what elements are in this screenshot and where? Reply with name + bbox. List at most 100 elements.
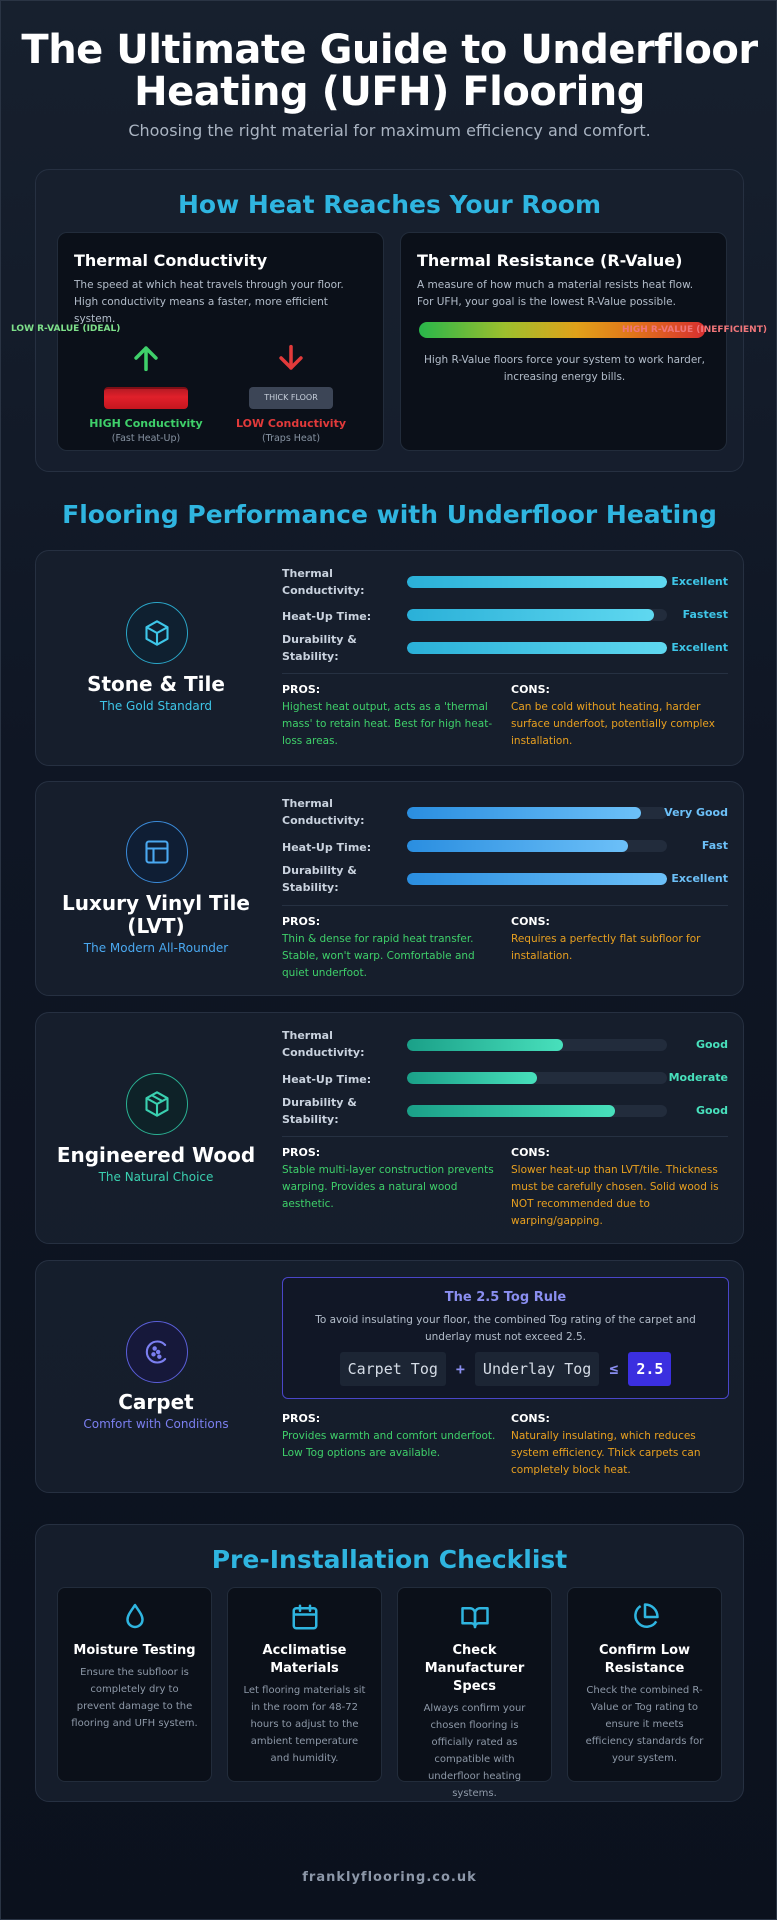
less-equal-sign: ≤ [609,1360,619,1378]
hero-header: The Ultimate Guide to Underfloor Heating… [1,29,777,140]
tog-limit-value: 2.5 [628,1352,672,1386]
high-conductivity-label: HIGH Conductivity [89,417,203,430]
bar-conductivity [407,576,667,588]
bar-fill [407,1072,537,1084]
pros-text: Thin & dense for rapid heat transfer. St… [282,933,475,979]
conductivity-title: Thermal Conductivity [74,251,268,270]
cons-label: CONS: [511,683,550,696]
bar-fill [407,807,641,819]
tog-rule-title: The 2.5 Tog Rule [444,1290,567,1305]
cons-text: Requires a perfectly flat subfloor for i… [511,933,701,962]
checklist-item-desc: Always confirm your chosen flooring is o… [423,1703,526,1799]
bar-durability [407,1105,667,1117]
floor-name: Carpet [118,1390,194,1414]
pros-label: PROS: [282,915,321,928]
bar-fill [407,840,628,852]
low-conductivity-note: (Traps Heat) [261,433,321,444]
cons-text: Can be cold without heating, harder surf… [511,701,715,747]
bar-fill [407,873,667,885]
cons-label: CONS: [511,1412,550,1425]
checklist-title: Pre-Installation Checklist [211,1545,568,1574]
rating-conductivity: Excellent [671,575,728,588]
checklist-item-title: Check Manufacturer Specs [424,1643,525,1694]
footer-site[interactable]: franklyflooring.co.uk [302,1870,477,1885]
floor-card-stone: Stone & Tile The Gold Standard Thermal C… [35,550,744,766]
conductivity-card: Thermal Conductivity The speed at which … [57,232,384,451]
high-conductivity: HIGH Conductivity (Fast Heat-Up) [86,341,206,444]
page-title-text: The Ultimate Guide to Underfloor Heating… [21,27,758,115]
floor-name: Stone & Tile [87,672,225,696]
metric-label-durability: Durability & Stability: [282,633,357,663]
bar-heatup [407,609,667,621]
pros-text: Stable multi-layer construction prevents… [282,1164,494,1210]
r-value-gradient-bar [419,322,705,338]
r-value-bar-tag: HIGH R-VALUE (INEFFICIENT) [622,325,767,335]
resistance-desc: A measure of how much a material resists… [417,279,694,308]
tog-rule-desc: To avoid insulating your floor, the comb… [315,1314,696,1343]
rating-conductivity: Very Good [664,806,728,819]
checklist-section: Pre-Installation Checklist Moisture Test… [35,1524,744,1802]
metric-label-heatup: Heat-Up Time: [282,610,372,623]
bar-fill [407,1105,615,1117]
resistance-title: Thermal Resistance (R-Value) [417,251,683,270]
checklist-item-moisture: Moisture Testing Ensure the subfloor is … [57,1587,212,1782]
floor-card-carpet: Carpet Comfort with Conditions The 2.5 T… [35,1260,744,1493]
book-icon [398,1602,551,1636]
resistance-card: Thermal Resistance (R-Value) A measure o… [400,232,727,451]
rating-conductivity: Good [695,1038,728,1051]
pros-text: Highest heat output, acts as a 'thermal … [282,701,493,747]
heat-section-title: How Heat Reaches Your Room [178,190,601,219]
performance-title: Flooring Performance with Underfloor Hea… [62,500,717,529]
metric-label-durability: Durability & Stability: [282,864,357,894]
rating-heatup: Moderate [668,1071,728,1084]
carpet-tog-chip: Carpet Tog [339,1352,446,1386]
checklist-item-desc: Ensure the subfloor is completely dry to… [71,1667,198,1729]
plus-sign: + [455,1360,465,1378]
thick-floor-slab: THICK FLOOR [249,387,333,409]
low-conductivity: THICK FLOOR LOW Conductivity (Traps Heat… [231,341,351,444]
cons-text: Naturally insulating, which reduces syst… [511,1430,701,1476]
heated-slab [104,387,188,409]
metric-label-heatup: Heat-Up Time: [282,1073,372,1086]
cons-label: CONS: [511,1146,550,1159]
pros-label: PROS: [282,1412,321,1425]
divider [282,673,728,674]
page-subtitle: Choosing the right material for maximum … [128,121,651,140]
metric-label-conductivity: Thermal Conductivity: [282,1029,365,1059]
rating-heatup: Fastest [682,608,728,621]
divider [282,905,728,906]
divider [282,1136,728,1137]
layout-panel-icon [126,821,188,883]
heat-section: How Heat Reaches Your Room Thermal Condu… [35,169,744,472]
arrow-up-icon [86,341,206,381]
checklist-item-title: Moisture Testing [73,1643,196,1658]
floor-card-wood: Engineered Wood The Natural Choice Therm… [35,1012,744,1244]
floor-name: Luxury Vinyl Tile (LVT) [62,891,250,938]
tog-formula: Carpet Tog + Underlay Tog ≤ 2.5 [283,1352,728,1386]
cons-text: Slower heat-up than LVT/tile. Thickness … [511,1164,719,1227]
droplet-icon [58,1602,211,1636]
bar-heatup [407,1072,667,1084]
low-conductivity-label: LOW Conductivity [235,417,347,430]
cons-label: CONS: [511,915,550,928]
bar-fill [407,642,667,654]
floor-tagline: The Modern All-Rounder [83,941,229,955]
floor-tagline: The Natural Choice [98,1170,214,1184]
floor-card-lvt: Luxury Vinyl Tile (LVT) The Modern All-R… [35,781,744,996]
pie-chart-icon [568,1602,721,1636]
bar-heatup [407,840,667,852]
r-value-note: High R-Value floors force your system to… [424,354,705,383]
pros-label: PROS: [282,1146,321,1159]
texture-icon [126,1321,188,1383]
bar-fill [407,576,667,588]
bar-durability [407,873,667,885]
underlay-tog-chip: Underlay Tog [474,1352,600,1386]
bar-conductivity [407,807,667,819]
bar-fill [407,609,654,621]
arrow-down-icon [231,341,351,381]
metric-label-heatup: Heat-Up Time: [282,841,372,854]
floor-tagline: Comfort with Conditions [83,1417,229,1431]
cube-icon [126,602,188,664]
high-conductivity-note: (Fast Heat-Up) [111,433,181,444]
